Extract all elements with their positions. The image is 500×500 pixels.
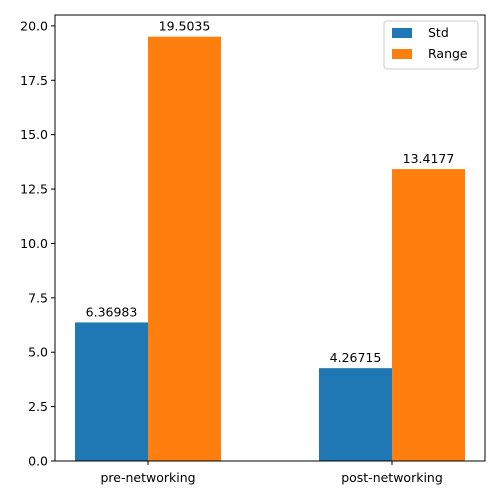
plot-frame bbox=[54, 14, 486, 462]
x-tick-label: post-networking bbox=[341, 470, 443, 485]
x-tick-label: pre-networking bbox=[100, 470, 195, 485]
legend-swatch-range bbox=[392, 49, 412, 59]
data-label-std-post-networking: 4.26715 bbox=[330, 350, 382, 365]
y-tick-label: 7.5 bbox=[28, 290, 48, 305]
bar-std-post-networking bbox=[319, 368, 392, 461]
y-tick-label: 2.5 bbox=[28, 399, 48, 414]
y-tick-label: 0.0 bbox=[28, 454, 48, 469]
legend-label-range: Range bbox=[428, 46, 468, 61]
y-tick-label: 5.0 bbox=[28, 345, 48, 360]
data-label-range-post-networking: 13.4177 bbox=[403, 151, 455, 166]
y-tick-label: 12.5 bbox=[20, 182, 48, 197]
x-axis: pre-networking post-networking bbox=[100, 461, 443, 485]
y-tick-label: 10.0 bbox=[20, 236, 48, 251]
y-axis: 0.0 2.5 5.0 7.5 10.0 12.5 15.0 17.5 20.0 bbox=[20, 18, 55, 469]
legend-swatch-std bbox=[392, 28, 412, 38]
bar-range-pre-networking bbox=[148, 36, 221, 461]
y-tick-label: 15.0 bbox=[20, 127, 48, 142]
data-label-std-pre-networking: 6.36983 bbox=[86, 304, 138, 319]
legend-label-std: Std bbox=[428, 25, 449, 40]
bars-group bbox=[75, 36, 465, 462]
bar-range-post-networking bbox=[392, 169, 465, 462]
y-tick-label: 17.5 bbox=[20, 73, 48, 88]
y-tick-label: 20.0 bbox=[20, 18, 48, 33]
bar-std-pre-networking bbox=[75, 322, 148, 461]
legend: Std Range bbox=[383, 20, 479, 70]
data-labels-group: 6.36983 4.26715 19.5035 13.4177 bbox=[86, 19, 455, 365]
data-label-range-pre-networking: 19.5035 bbox=[159, 19, 211, 34]
